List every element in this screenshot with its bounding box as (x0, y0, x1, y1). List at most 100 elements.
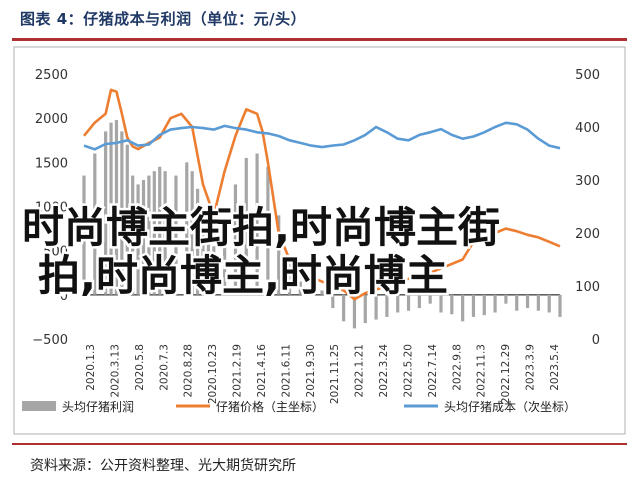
right-axis-ticks: 0 100 200 300 400 500 (575, 68, 600, 348)
left-tick-label: 2000 (35, 112, 68, 127)
profit-bar (471, 294, 476, 317)
profit-bar (104, 131, 108, 295)
x-tick-label: 2020.10.23 (207, 344, 219, 404)
profit-bar (287, 263, 292, 295)
legend-label: 仔猪价格（主坐标） (216, 399, 324, 414)
profit-bar (266, 166, 270, 295)
x-tick-label: 2022.7.14 (427, 344, 439, 398)
x-tick-label: 2020.7.3 (158, 344, 170, 391)
left-axis-ticks: −500 0 500 1000 1500 2000 2500 (32, 68, 68, 348)
profit-bar (174, 175, 178, 295)
legend-label: 头均仔猪成本（次坐标） (444, 400, 576, 414)
x-tick-label: 2022.12.29 (500, 344, 512, 404)
x-tick-label: 2023.5.4 (549, 344, 561, 391)
profit-bar (342, 294, 346, 322)
profit-bar (450, 294, 454, 315)
profit-bar (190, 171, 194, 295)
x-tick-label: 2022.3.24 (378, 344, 390, 398)
overlay-text-line-2: 拍,时尚博主,时尚博主 (38, 251, 448, 300)
profit-bar (374, 294, 378, 320)
legend-label: 头均仔猪利润 (62, 400, 134, 414)
profit-bar (536, 294, 540, 311)
x-tick-label: 2021.2.19 (232, 344, 244, 397)
legend-swatch-profit (22, 401, 56, 411)
profit-bar (461, 294, 465, 322)
x-tick-label: 2021.11.25 (329, 344, 341, 404)
profit-bar (141, 180, 146, 295)
profit-bar (482, 294, 486, 316)
profit-bar (125, 144, 129, 295)
profit-bar (493, 294, 497, 313)
profit-bar (158, 166, 162, 295)
top-rule (12, 38, 627, 41)
profit-bars (82, 119, 562, 329)
legend: 头均仔猪利润 仔猪价格（主坐标） 头均仔猪成本（次坐标） (22, 399, 576, 414)
left-tick-label: 1000 (35, 201, 68, 216)
x-tick-label: 2020.8.28 (183, 344, 195, 397)
profit-bar (201, 215, 205, 295)
profit-bar (298, 281, 302, 295)
profit-bar (385, 294, 389, 317)
right-tick-label: 300 (575, 174, 600, 189)
price-line (82, 88, 561, 301)
profit-bar (406, 294, 411, 311)
profit-bar (363, 294, 367, 324)
profit-bar (233, 184, 238, 295)
x-tick-label: 2022.11.3 (476, 344, 488, 397)
profit-bar (439, 294, 443, 313)
left-tick-label: −500 (32, 333, 68, 348)
right-tick-label: 100 (575, 280, 600, 295)
left-tick-label: 1500 (35, 156, 68, 171)
x-tick-label: 2020.3.13 (109, 344, 121, 397)
profit-bar (206, 241, 211, 295)
x-tick-label: 2022.1.21 (354, 344, 366, 397)
profit-bar (255, 153, 259, 295)
profit-bar (109, 122, 113, 295)
x-tick-label: 2022.9.8 (451, 344, 463, 391)
profit-bar (309, 286, 313, 295)
right-tick-label: 400 (575, 121, 600, 136)
profit-bar (558, 294, 562, 317)
profit-bar (331, 294, 335, 309)
profit-bar (244, 157, 248, 295)
profit-bar (277, 215, 281, 295)
x-tick-label: 2022.5.20 (403, 344, 415, 397)
x-tick-label: 2021.6.11 (280, 344, 292, 397)
profit-bar (136, 184, 140, 295)
profit-bar (547, 294, 551, 313)
right-tick-label: 200 (575, 227, 600, 242)
profit-bar (195, 188, 200, 295)
profit-bar (223, 241, 227, 295)
profit-bar (515, 294, 519, 311)
bottom-rule (12, 443, 627, 445)
profit-bar (131, 175, 135, 295)
profit-bar (152, 171, 156, 295)
right-tick-label: 0 (592, 333, 600, 348)
profit-bar (163, 171, 167, 295)
left-tick-label: 500 (43, 245, 68, 260)
x-axis-ticks: 2020.1.3 2020.3.13 2020.5.8 2020.7.3 2020.8.… (85, 344, 561, 404)
profit-bar (504, 294, 508, 304)
plot-frame (13, 46, 626, 435)
profit-bar (428, 294, 432, 304)
chart: −500 0 500 1000 1500 2000 2500 0 100 200 300 400 50… (13, 46, 626, 435)
profit-bar (417, 294, 421, 309)
profit-bar (114, 119, 119, 295)
profit-bar (93, 153, 97, 295)
cost-line (83, 121, 561, 151)
x-tick-label: 2020.5.8 (134, 344, 146, 391)
source-note: 资料来源：公开资料整理、光大期货研究所 (30, 458, 296, 474)
x-tick-label: 2023.3.9 (525, 344, 537, 391)
left-tick-label: 2500 (35, 68, 68, 83)
profit-bar (320, 290, 324, 295)
profit-bar (396, 294, 400, 313)
right-tick-label: 500 (575, 68, 600, 83)
profit-bar (212, 246, 216, 295)
x-tick-label: 2021.4.16 (256, 344, 268, 398)
profit-bar (120, 131, 124, 295)
profit-bar (147, 175, 151, 295)
profit-bar (185, 162, 189, 295)
profit-bar (525, 294, 530, 309)
chart-title: 图表 4：仔猪成本与利润（单位：元/头） (20, 10, 307, 28)
x-tick-label: 2020.1.3 (85, 344, 97, 391)
